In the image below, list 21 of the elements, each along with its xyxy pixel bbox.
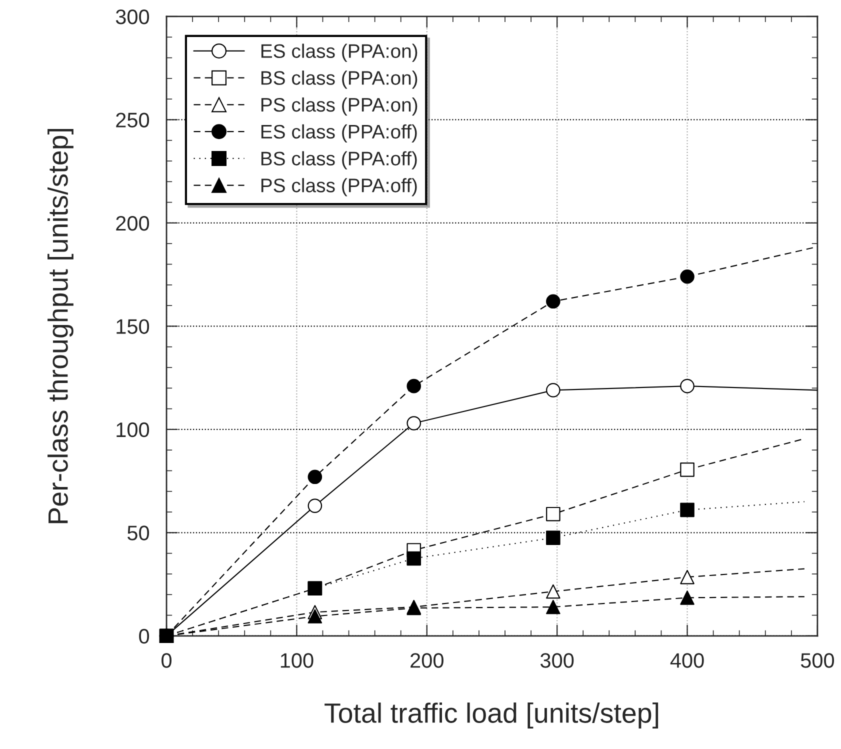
y-tick-label: 200	[116, 216, 150, 231]
x-tick-label: 300	[540, 653, 574, 668]
legend-label: BS class (PPA:on)	[261, 70, 418, 89]
y-tick-label: 0	[139, 628, 150, 644]
y-tick-label: 300	[116, 9, 150, 24]
y-tick-label: 100	[116, 422, 150, 438]
x-tick-label: 100	[280, 653, 314, 668]
x-tick-label: 400	[670, 653, 704, 668]
legend-label: ES class (PPA:on)	[261, 44, 418, 62]
legend-label: PS class (PPA:on)	[261, 97, 418, 116]
y-tick-label: 50	[128, 526, 150, 540]
legend-label: ES class (PPA:off)	[261, 124, 417, 142]
legend-label: BS class (PPA:off)	[261, 151, 417, 170]
x-tick-label: 0	[162, 653, 172, 668]
x-tick-label: 200	[410, 653, 444, 668]
y-tick-label: 150	[116, 319, 150, 334]
x-axis-title: Total traffic load [units/step]	[324, 702, 658, 728]
x-tick-label: 500	[800, 653, 834, 668]
y-tick-label: 250	[116, 112, 150, 128]
legend-label: PS class (PPA:off)	[261, 178, 417, 196]
y-axis-title: Per-class throughput [units/step]	[48, 128, 74, 524]
